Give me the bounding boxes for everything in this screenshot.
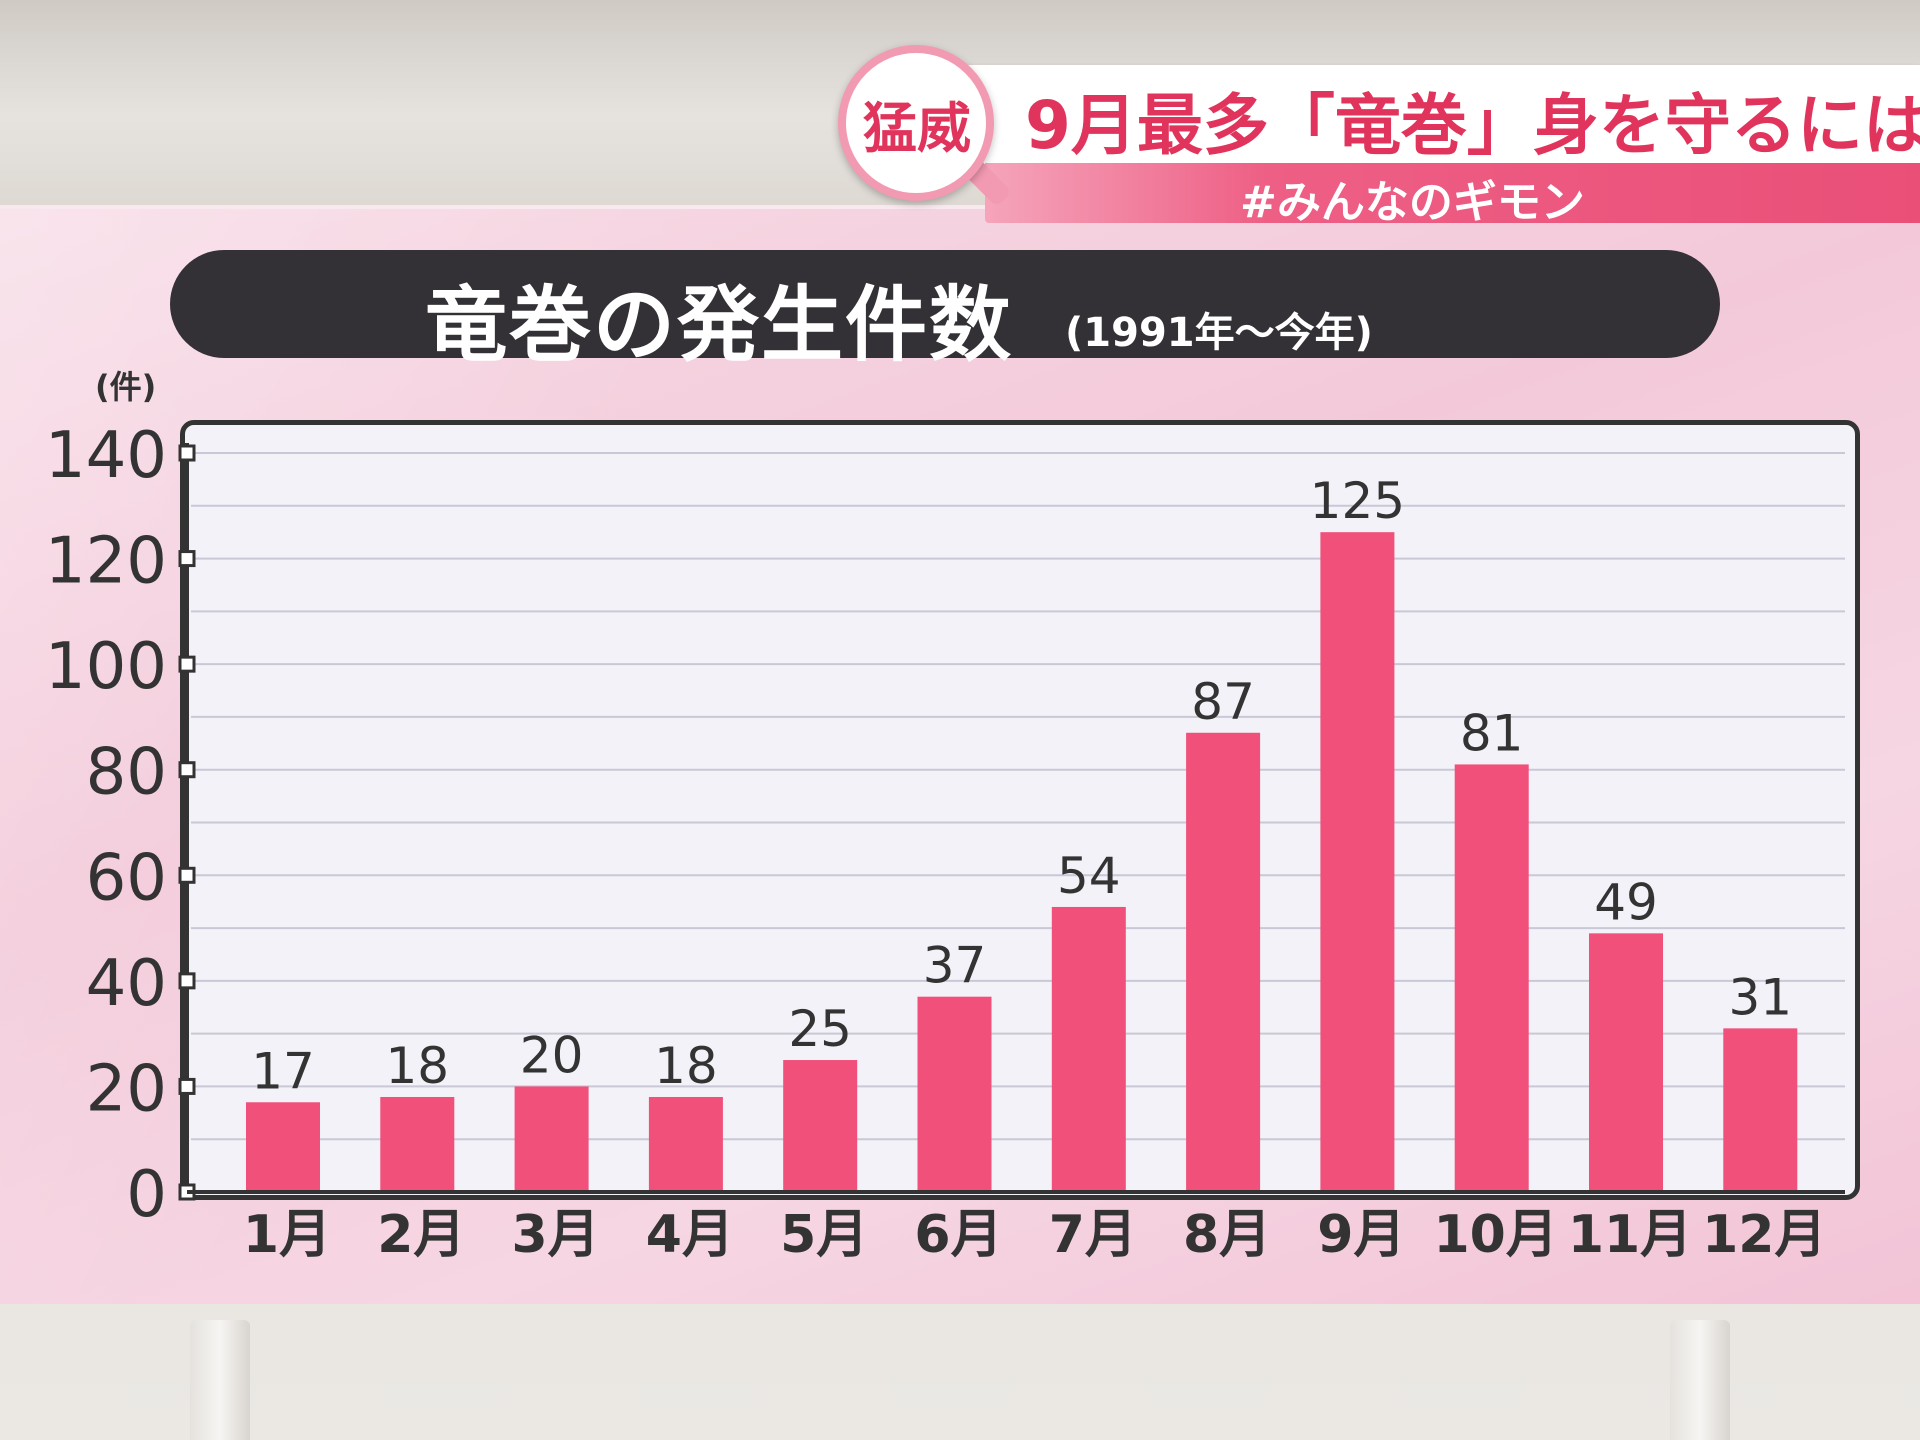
bar	[1723, 1028, 1798, 1192]
data-label: 18	[654, 1037, 718, 1095]
data-label: 81	[1460, 704, 1524, 762]
x-tick-label: 9月	[1317, 1205, 1405, 1265]
x-tick-label: 2月	[377, 1205, 465, 1265]
bar	[380, 1096, 455, 1192]
x-tick-label: 8月	[1183, 1205, 1271, 1265]
bar	[1454, 764, 1529, 1192]
y-tick-label: 100	[45, 630, 167, 704]
y-tick-label: 40	[86, 947, 167, 1021]
data-label: 18	[385, 1037, 449, 1095]
y-tick-label: 80	[86, 736, 167, 810]
x-tick-label: 5月	[780, 1205, 868, 1265]
chart-title-bar	[170, 250, 1720, 358]
x-tick-label: 7月	[1049, 1205, 1137, 1265]
x-tick-label: 1月	[243, 1205, 331, 1265]
hashtag-bar	[985, 163, 1920, 223]
data-label: 125	[1310, 472, 1405, 530]
y-tick-marker	[178, 550, 196, 568]
data-label: 37	[923, 937, 987, 995]
magnifier-badge-icon	[838, 45, 994, 201]
x-tick-label: 11月	[1568, 1205, 1692, 1265]
data-label: 31	[1728, 968, 1792, 1026]
y-tick-marker	[178, 1077, 196, 1095]
bar	[917, 996, 992, 1192]
bar	[648, 1096, 723, 1192]
bar	[514, 1086, 589, 1192]
y-tick-label: 0	[126, 1158, 167, 1232]
bars	[246, 532, 1798, 1192]
studio-post-right	[1670, 1320, 1730, 1440]
bar	[1589, 933, 1663, 1192]
studio-post-left	[190, 1320, 250, 1440]
y-axis: 0 20 40 60 80 100 120 140	[45, 419, 196, 1232]
y-tick-label: 60	[86, 841, 167, 915]
bar	[783, 1060, 858, 1192]
x-tick-label: 12月	[1702, 1205, 1826, 1265]
data-labels: 17 18 20 18 25 37 54 87 125 81 49 31	[251, 472, 1792, 1100]
chart-subtitle: (1991年〜今年)	[1065, 310, 1373, 356]
data-label: 17	[251, 1042, 315, 1100]
chart-title: 竜巻の発生件数	[425, 278, 1014, 373]
y-tick-marker	[178, 972, 196, 990]
y-tick-marker	[178, 655, 196, 673]
y-tick-marker	[178, 761, 196, 779]
bar	[1186, 732, 1261, 1192]
y-axis-unit-label: (件)	[95, 368, 157, 406]
bar	[246, 1102, 320, 1192]
data-label: 20	[520, 1026, 584, 1084]
y-tick-marker	[178, 444, 196, 462]
x-axis: 1月 2月 3月 4月 5月 6月 7月 8月 9月 10月 11月 12月	[187, 1190, 1845, 1265]
headline-banner	[960, 65, 1920, 165]
x-tick-label: 3月	[512, 1205, 600, 1265]
gridlines	[191, 452, 1845, 1141]
plot-area	[180, 420, 1860, 1200]
data-label: 54	[1057, 847, 1121, 905]
x-tick-label: 6月	[914, 1205, 1002, 1265]
hashtag-text: #みんなのギモン	[1240, 177, 1585, 228]
bar	[1051, 906, 1126, 1192]
headline-text: 9月最多「竜巻」身を守るには?	[1025, 87, 1920, 164]
y-tick-label: 20	[86, 1052, 167, 1126]
x-tick-label: 4月	[646, 1205, 734, 1265]
y-tick-label: 120	[45, 525, 167, 599]
data-label: 49	[1594, 873, 1658, 931]
data-label: 87	[1191, 673, 1255, 731]
y-tick-label: 140	[45, 419, 167, 493]
badge-text: 猛威	[863, 97, 971, 160]
bar	[1320, 532, 1395, 1192]
x-tick-label: 10月	[1434, 1205, 1558, 1265]
y-tick-marker	[178, 866, 196, 884]
data-label: 25	[788, 1000, 852, 1058]
